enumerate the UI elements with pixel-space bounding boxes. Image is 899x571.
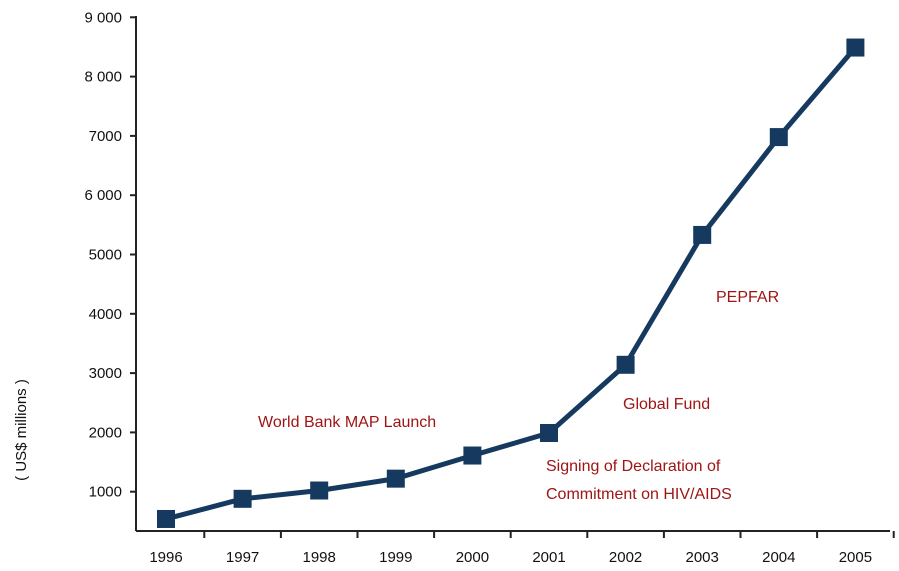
x-tick-label: 2003 <box>686 549 719 566</box>
data-point-marker <box>846 38 865 57</box>
x-tick-label: 2004 <box>762 549 795 566</box>
y-tick-label: 8 000 <box>84 69 122 86</box>
y-axis-title: ( US$ millions ) <box>13 379 30 481</box>
x-tick-label: 1999 <box>379 549 412 566</box>
x-axis: 1996 1997 1998 1999 2000 2001 2002 2003 2004 2005 <box>136 530 895 566</box>
series-group <box>157 38 865 528</box>
y-tick-label: 5000 <box>89 247 122 264</box>
data-point-marker <box>233 489 252 508</box>
x-tick-label: 2000 <box>456 549 489 566</box>
series-line <box>163 45 858 522</box>
annotations: World Bank MAP Launch Signing of Declara… <box>258 289 779 503</box>
data-point-marker <box>769 128 788 147</box>
x-tick-label: 2002 <box>609 549 642 566</box>
y-tick-label: 1000 <box>89 484 122 501</box>
x-tick-label: 2005 <box>839 549 872 566</box>
y-ticks: 1000 2000 3000 4000 5000 6 000 7000 8 000 9 000 <box>84 9 136 501</box>
data-point-marker <box>310 481 329 500</box>
y-tick-label: 3000 <box>89 365 122 382</box>
x-tick-label: 1998 <box>303 549 336 566</box>
y-axis: 1000 2000 3000 4000 5000 6 000 7000 8 000 9 000 <box>84 9 137 531</box>
data-point-marker <box>693 225 712 244</box>
data-point-marker <box>540 423 558 442</box>
x-ticks: 1996 1997 1998 1999 2000 2001 2002 2003 2004 2005 <box>149 531 895 566</box>
data-point-marker <box>386 469 405 488</box>
x-tick-label: 1996 <box>149 549 182 566</box>
data-point-marker <box>157 509 175 528</box>
y-tick-label: 2000 <box>89 424 122 441</box>
annotation-declaration-line-1: Signing of Declaration of <box>546 458 721 475</box>
data-point-marker <box>616 355 635 374</box>
annotation-global-fund: Global Fund <box>623 396 710 413</box>
y-tick-label: 9 000 <box>84 9 122 26</box>
data-point-marker <box>463 446 482 465</box>
annotation-world-bank-map: World Bank MAP Launch <box>258 414 436 431</box>
annotation-declaration-line-2: Commitment on HIV/AIDS <box>546 486 732 503</box>
x-tick-label: 2001 <box>532 549 565 566</box>
y-tick-label: 6 000 <box>84 187 122 204</box>
y-tick-label: 4000 <box>89 306 122 323</box>
y-tick-label: 7000 <box>89 128 122 145</box>
x-tick-label: 1997 <box>226 549 259 566</box>
annotation-pepfar: PEPFAR <box>716 289 779 306</box>
